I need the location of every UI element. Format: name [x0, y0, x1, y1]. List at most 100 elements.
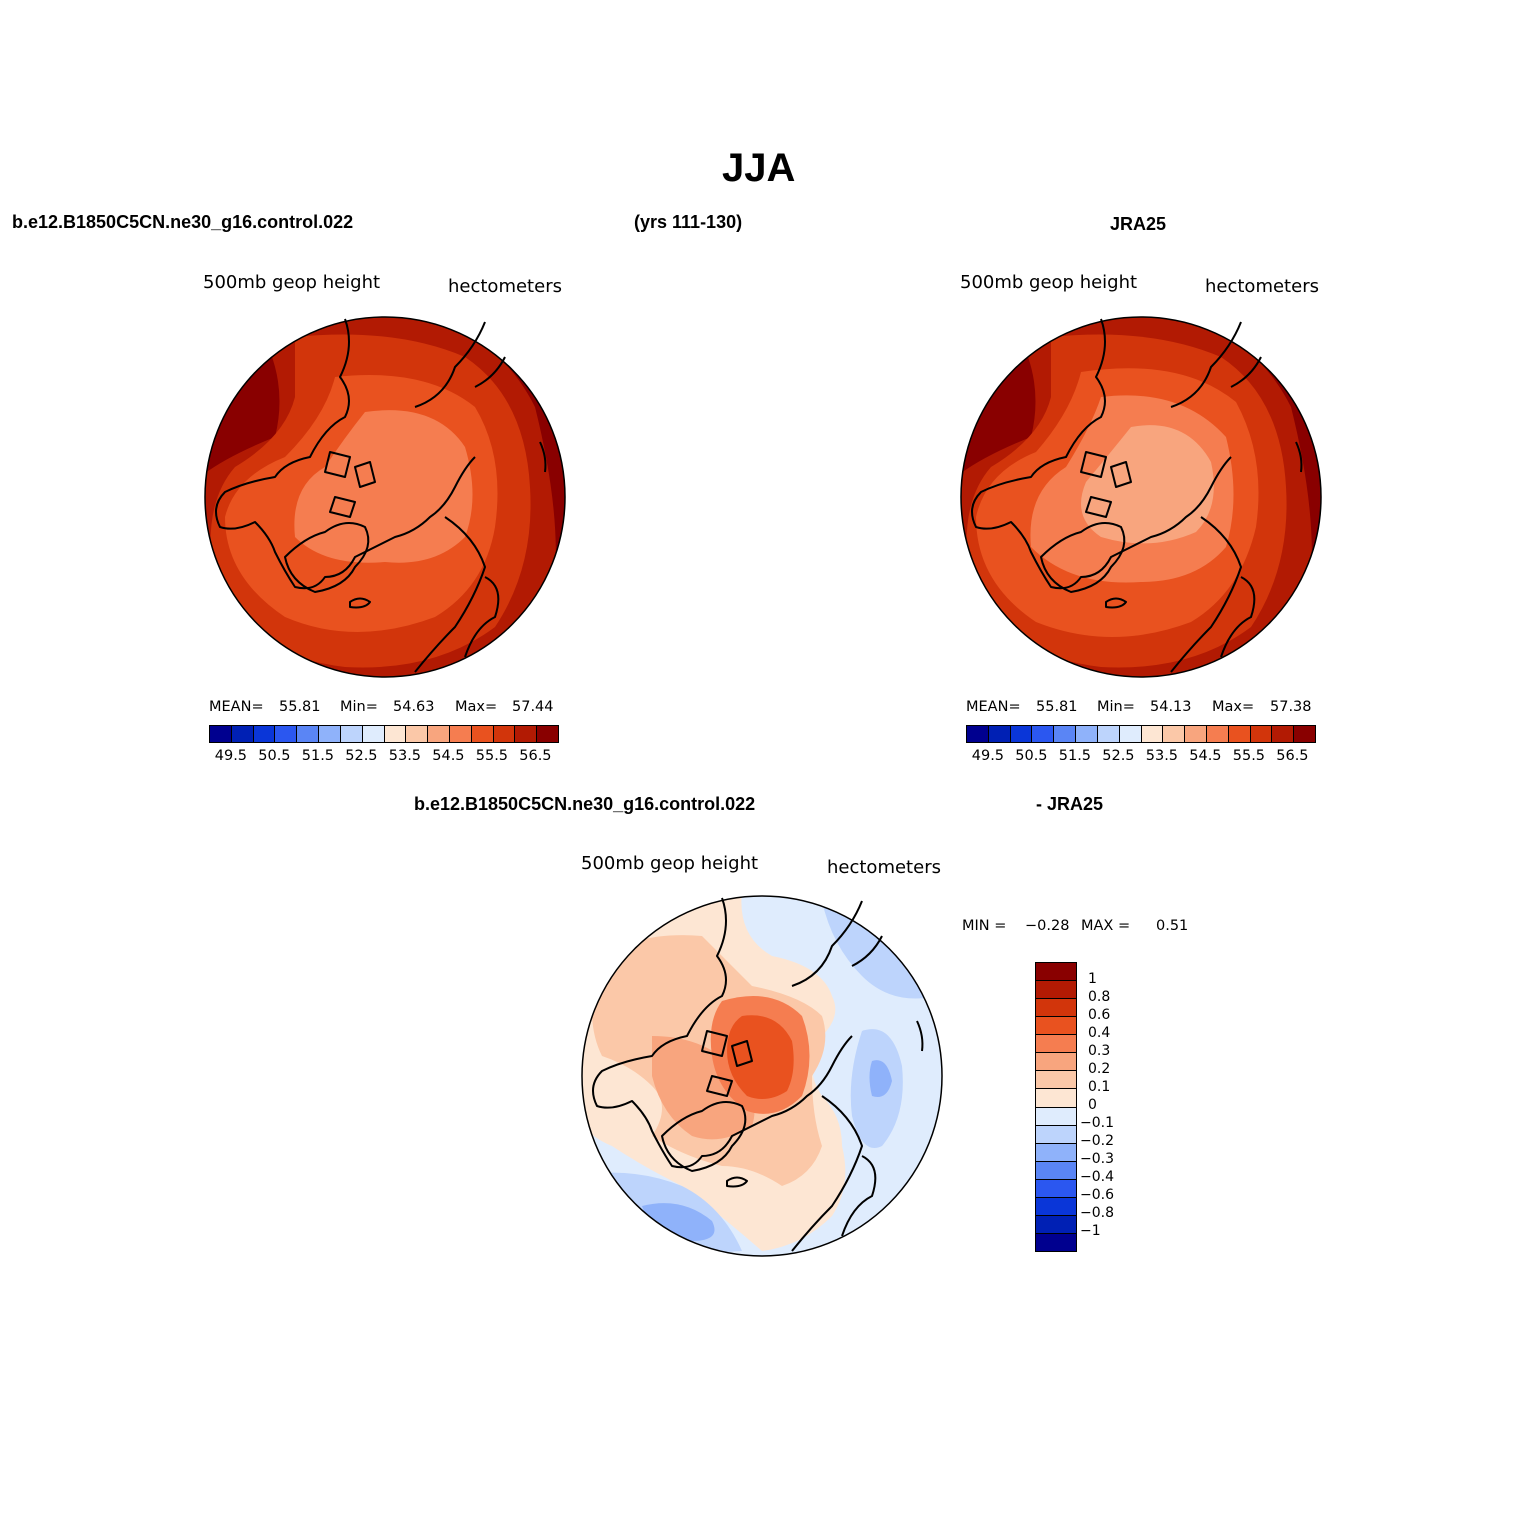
model-min-label: Min= — [340, 699, 378, 715]
colorbar-swatch — [406, 726, 429, 742]
diff-max-label: MAX = — [1081, 918, 1131, 934]
colorbar-tick-label: 56.5 — [1276, 748, 1309, 764]
colorbar-tick-label: 0 — [1088, 1097, 1097, 1113]
colorbar-tick-label: 0.8 — [1088, 989, 1111, 1005]
colorbar-swatch — [297, 726, 320, 742]
colorbar-swatch — [384, 726, 407, 742]
model-mean-value: 55.81 — [279, 699, 321, 715]
colorbar-swatch — [1163, 726, 1186, 742]
colorbar-swatch — [1036, 1125, 1076, 1144]
colorbar-swatch — [231, 726, 254, 742]
colorbar-swatch — [1036, 1053, 1076, 1072]
obs-units-label: hectometers — [1205, 276, 1319, 297]
colorbar-swatch — [1228, 726, 1251, 742]
diff-min-value: −0.28 — [1025, 918, 1070, 934]
colorbar-swatch — [1097, 726, 1120, 742]
model-colorbar-ticks: 49.5 50.5 51.5 52.5 53.5 54.5 55.5 56.5 — [209, 748, 559, 768]
model-max-value: 57.44 — [512, 699, 554, 715]
colorbar-tick-label: −0.4 — [1080, 1169, 1114, 1185]
obs-max-label: Max= — [1212, 699, 1255, 715]
model-variable-label: 500mb geop height — [203, 272, 381, 293]
colorbar-swatch — [515, 726, 538, 742]
colorbar-swatch — [210, 726, 232, 742]
colorbar-swatch — [1036, 1107, 1076, 1126]
colorbar-swatch — [1119, 726, 1142, 742]
diff-variable-label: 500mb geop height — [581, 853, 759, 874]
colorbar-tick-label: 52.5 — [1102, 748, 1135, 764]
colorbar-swatch — [1076, 726, 1098, 742]
colorbar-swatch — [1036, 1179, 1076, 1198]
colorbar-swatch — [449, 726, 472, 742]
colorbar-swatch — [1036, 963, 1076, 982]
colorbar-tick-label: −0.3 — [1080, 1151, 1114, 1167]
colorbar-swatch — [1036, 1089, 1076, 1108]
colorbar-tick-label: 0.2 — [1088, 1061, 1111, 1077]
colorbar-tick-label: 53.5 — [1145, 748, 1179, 764]
colorbar-tick-label: 51.5 — [1058, 748, 1092, 764]
years-header: (yrs 111-130) — [634, 212, 743, 232]
model-polar-map — [204, 316, 566, 678]
colorbar-tick-label: 52.5 — [345, 748, 378, 764]
model-mean-label: MEAN= — [209, 699, 264, 715]
figure-title: JJA — [722, 146, 796, 190]
colorbar-tick-label: 49.5 — [214, 748, 248, 764]
colorbar-tick-label: 56.5 — [519, 748, 552, 764]
colorbar-swatch — [362, 726, 385, 742]
colorbar-tick-label: 55.5 — [1232, 748, 1266, 764]
obs-colorbar-ticks: 49.5 50.5 51.5 52.5 53.5 54.5 55.5 56.5 — [966, 748, 1316, 768]
colorbar-tick-label: 51.5 — [301, 748, 335, 764]
obs-min-label: Min= — [1097, 699, 1135, 715]
colorbar-tick-label: −0.8 — [1080, 1205, 1114, 1221]
diff-max-value: 0.51 — [1156, 918, 1189, 934]
colorbar-swatch — [319, 726, 341, 742]
colorbar-swatch — [1036, 981, 1076, 1000]
colorbar-tick-label: 0.6 — [1088, 1007, 1111, 1023]
colorbar-swatch — [1036, 1215, 1076, 1234]
obs-variable-label: 500mb geop height — [960, 272, 1138, 293]
obs-mean-label: MEAN= — [966, 699, 1021, 715]
obs-header: JRA25 — [1110, 214, 1167, 234]
model-units-label: hectometers — [448, 276, 562, 297]
colorbar-swatch — [1036, 1071, 1076, 1090]
colorbar-tick-label: 49.5 — [971, 748, 1005, 764]
colorbar-swatch — [1036, 1143, 1076, 1162]
colorbar-tick-label: 0.1 — [1088, 1079, 1111, 1095]
diff-obs-header: - JRA25 — [1036, 794, 1104, 814]
diff-colorbar — [1035, 962, 1077, 1252]
colorbar-tick-label: 0.3 — [1088, 1043, 1111, 1059]
colorbar-swatch — [988, 726, 1011, 742]
obs-min-value: 54.13 — [1150, 699, 1192, 715]
colorbar-swatch — [537, 726, 558, 742]
colorbar-tick-label: −0.6 — [1080, 1187, 1114, 1203]
colorbar-swatch — [1294, 726, 1315, 742]
model-case-header: b.e12.B1850C5CN.ne30_g16.control.022 — [12, 212, 354, 232]
colorbar-swatch — [1036, 1233, 1076, 1251]
model-colorbar — [209, 725, 559, 743]
obs-max-value: 57.38 — [1270, 699, 1312, 715]
colorbar-swatch — [1036, 1017, 1076, 1036]
colorbar-tick-label: −0.2 — [1080, 1133, 1114, 1149]
model-min-value: 54.63 — [393, 699, 435, 715]
colorbar-swatch — [340, 726, 363, 742]
colorbar-swatch — [275, 726, 298, 742]
obs-colorbar — [966, 725, 1316, 743]
colorbar-tick-label: 0.4 — [1088, 1025, 1111, 1041]
colorbar-swatch — [428, 726, 450, 742]
colorbar-tick-label: −0.1 — [1080, 1115, 1114, 1131]
colorbar-swatch — [1250, 726, 1273, 742]
colorbar-swatch — [1032, 726, 1055, 742]
colorbar-swatch — [253, 726, 276, 742]
colorbar-swatch — [1272, 726, 1295, 742]
colorbar-swatch — [1141, 726, 1164, 742]
colorbar-tick-label: 55.5 — [475, 748, 509, 764]
colorbar-swatch — [471, 726, 494, 742]
diff-units-label: hectometers — [827, 857, 941, 878]
colorbar-swatch — [1054, 726, 1077, 742]
colorbar-tick-label: 1 — [1088, 971, 1097, 987]
colorbar-swatch — [1036, 1161, 1076, 1180]
colorbar-tick-label: 50.5 — [258, 748, 291, 764]
diff-polar-map — [581, 895, 943, 1257]
colorbar-swatch — [967, 726, 989, 742]
obs-polar-map — [960, 316, 1322, 678]
diff-colorbar-ticks: 1 0.8 0.6 0.4 0.3 0.2 0.1 0 −0.1 −0.2 −0.3 −0.4 −0.6… — [1080, 962, 1150, 1252]
